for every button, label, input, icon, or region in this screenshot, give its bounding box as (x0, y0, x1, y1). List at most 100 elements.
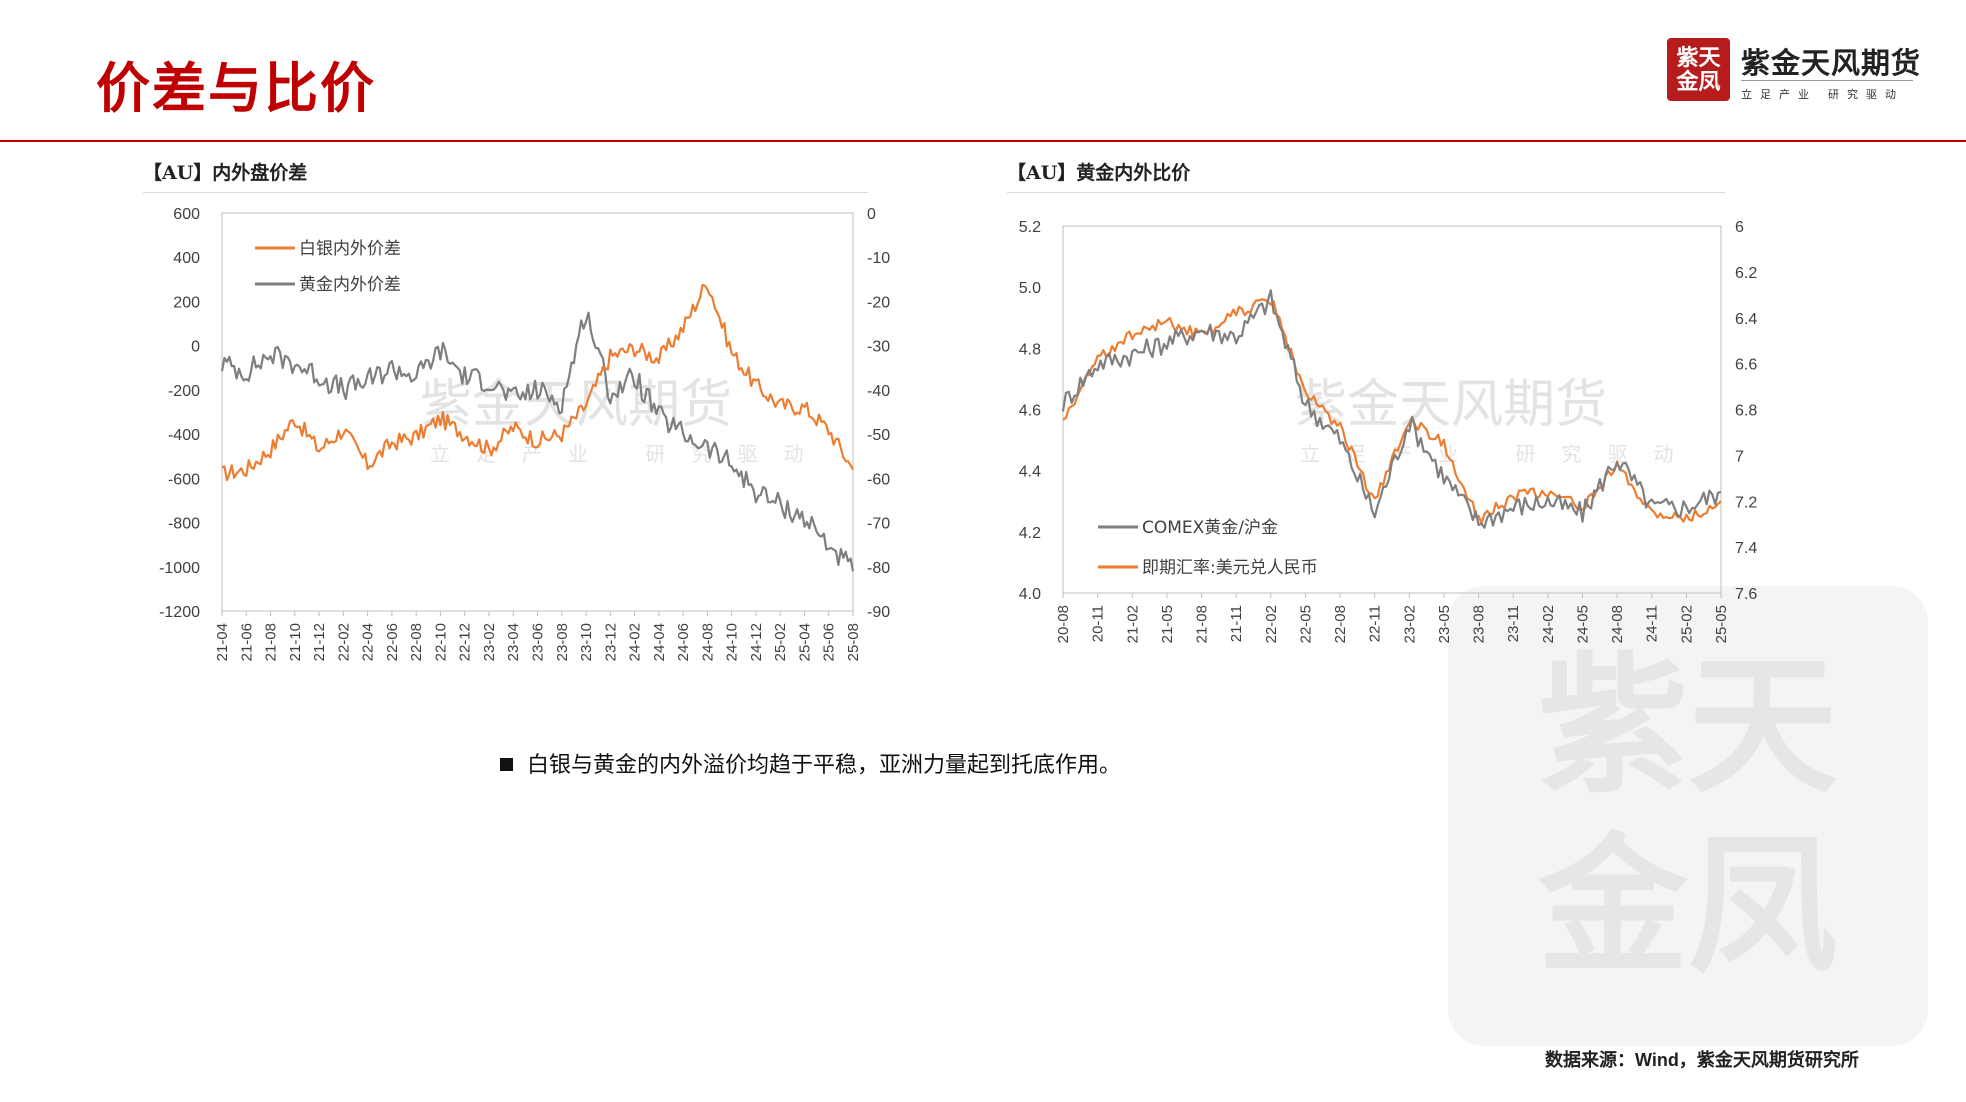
chart2-series-line-1 (1061, 289, 1722, 529)
chart1-right-tick-label: 0 (867, 206, 876, 223)
chart1-x-tick-label: 23-04 (505, 623, 522, 661)
chart2-right-tick-label: 7.4 (1735, 540, 1757, 557)
chart2-legend-label-1: COMEX黄金/沪金 (1142, 518, 1278, 538)
chart1-left-tick-label: -800 (168, 516, 200, 533)
chart1-x-tick-label: 22-06 (384, 623, 401, 661)
chart2-x-tick-label: 25-02 (1678, 605, 1695, 643)
brand-name: 紫金天风期货 (1741, 46, 1922, 80)
watermark-seal: 紫天金凤 (1448, 586, 1928, 1046)
chart1-x-tick-label: 25-02 (772, 623, 789, 661)
watermark-name-left: 紫金天风期货 (420, 375, 733, 435)
chart2-x-tick-label: 25-05 (1713, 605, 1730, 643)
chart2-x-tick-label: 20-11 (1090, 605, 1107, 642)
chart2-x-tick-label: 22-08 (1332, 605, 1349, 643)
chart2-x-tick-label: 22-02 (1263, 605, 1280, 643)
chart2-series-line-2 (1062, 298, 1722, 525)
chart1-x-tick-label: 24-04 (651, 623, 668, 661)
chart1-x-tick-label: 22-12 (457, 623, 474, 661)
chart1-left-tick-label: -200 (168, 383, 200, 400)
chart1-right-tick-label: -70 (867, 516, 890, 533)
data-source: 数据来源：Wind，紫金天风期货研究所 (1545, 1050, 1859, 1070)
chart2-legend-label-2: 即期汇率:美元兑人民币 (1142, 558, 1318, 578)
chart2-right-tick-label: 6 (1735, 219, 1744, 236)
chart2-x-tick-label: 22-11 (1367, 605, 1384, 642)
chart1-left-tick-label: 600 (173, 206, 200, 223)
chart1-x-tick-label: 24-06 (675, 623, 692, 661)
chart2-x-tick-label: 23-05 (1436, 605, 1453, 643)
chart2-right-tick-label: 7.6 (1735, 586, 1757, 603)
chart1-x-tick-label: 23-12 (602, 623, 619, 661)
chart1-series-line-1 (221, 283, 854, 482)
chart2-x-tick-label: 22-05 (1297, 605, 1314, 643)
chart2-left-tick-label: 5.2 (1019, 219, 1041, 236)
chart1-left-tick-label: -1200 (159, 604, 200, 621)
chart1-x-tick-label: 25-04 (796, 623, 813, 661)
chart2-x-tick-label: 23-02 (1401, 605, 1418, 643)
chart2-left-tick-label: 4.6 (1019, 403, 1041, 420)
chart1-x-tick-label: 24-12 (748, 623, 765, 661)
chart1-x-tick-label: 22-10 (432, 623, 449, 661)
chart1-x-tick-label: 23-10 (578, 623, 595, 661)
chart2-right-tick-label: 7.2 (1735, 494, 1757, 511)
chart1-x-tick-label: 25-08 (845, 623, 862, 661)
chart1-legend-label-1: 白银内外价差 (299, 239, 401, 259)
chart2-x-tick-label: 23-11 (1505, 605, 1522, 642)
chart2-right-tick-label: 7 (1735, 448, 1744, 465)
chart1-left-tick-label: 0 (191, 339, 200, 356)
chart2-right-tick-label: 6.4 (1735, 311, 1757, 328)
chart1-x-tick-label: 21-12 (311, 623, 328, 661)
chart1-x-tick-label: 23-02 (481, 623, 498, 661)
chart2-x-tick-label: 21-11 (1228, 605, 1245, 642)
chart2-left-tick-label: 4.8 (1019, 341, 1041, 358)
chart1-left-tick-label: -400 (168, 427, 200, 444)
chart1-x-tick-label: 22-04 (360, 623, 377, 661)
chart2-x-tick-label: 21-02 (1124, 605, 1141, 643)
summary-note: 白银与黄金的内外溢价均趋于平稳，亚洲力量起到托底作用。 (500, 747, 1121, 779)
chart1-x-tick-label: 24-02 (627, 623, 644, 661)
chart1-left-tick-label: 200 (173, 294, 200, 311)
chart1-right-tick-label: -10 (867, 250, 890, 267)
chart1-right-tick-label: -80 (867, 560, 890, 577)
chart1-legend-label-2: 黄金内外价差 (299, 275, 401, 295)
chart1-x-tick-label: 22-08 (408, 623, 425, 661)
chart1-x-tick-label: 21-06 (238, 623, 255, 661)
header-rule (0, 140, 1966, 142)
chart2-left-tick-label: 4.4 (1019, 464, 1041, 481)
chart1-x-tick-label: 24-08 (699, 623, 716, 661)
chart1-left-tick-label: -1000 (159, 560, 200, 577)
chart1-plot-frame (221, 212, 854, 612)
chart2-title-rule (1007, 192, 1725, 193)
chart1-left-tick-label: -600 (168, 471, 200, 488)
chart1-series-line-2 (220, 311, 855, 572)
brand-logo-seal: 紫天金凤 (1667, 38, 1730, 101)
chart1-title-rule (143, 192, 868, 193)
bullet-square-icon (500, 758, 513, 771)
chart1-x-tick-label: 21-08 (263, 623, 280, 661)
chart1-right-tick-label: -20 (867, 294, 890, 311)
chart1-left-tick-label: 400 (173, 250, 200, 267)
chart1-x-tick-label: 21-04 (214, 623, 231, 661)
chart1-x-tick-label: 23-08 (554, 623, 571, 661)
chart2-left-tick-label: 4.2 (1019, 525, 1041, 542)
chart2-x-tick-label: 21-08 (1194, 605, 1211, 643)
chart2-x-tick-label: 21-05 (1159, 605, 1176, 643)
watermark-seal-text: 紫天金凤 (1537, 638, 1838, 994)
chart1-right-tick-label: -60 (867, 471, 890, 488)
chart1-right-tick-label: -90 (867, 604, 890, 621)
chart2-right-tick-label: 6.8 (1735, 403, 1757, 420)
chart2-x-tick-label: 20-08 (1055, 605, 1072, 643)
summary-text: 白银与黄金的内外溢价均趋于平稳，亚洲力量起到托底作用。 (527, 752, 1122, 777)
chart1-x-tick-label: 21-10 (287, 623, 304, 661)
chart2-x-tick-label: 24-05 (1574, 605, 1591, 643)
watermark-slogan-left: 立足产业 研究驱动 (430, 444, 830, 466)
brand-slogan: 立足产业 研究驱动 (1741, 89, 1905, 101)
chart2-title: 【AU】黄金内外比价 (1007, 162, 1191, 184)
chart2-x-tick-label: 24-02 (1540, 605, 1557, 643)
chart2-left-tick-label: 4.0 (1019, 586, 1041, 603)
brand-seal-text: 紫天金凤 (1676, 44, 1721, 95)
chart2-x-tick-label: 24-08 (1609, 605, 1626, 643)
chart1-right-tick-label: -30 (867, 339, 890, 356)
page-title: 价差与比价 (96, 56, 376, 120)
brand-divider (1741, 80, 1913, 81)
